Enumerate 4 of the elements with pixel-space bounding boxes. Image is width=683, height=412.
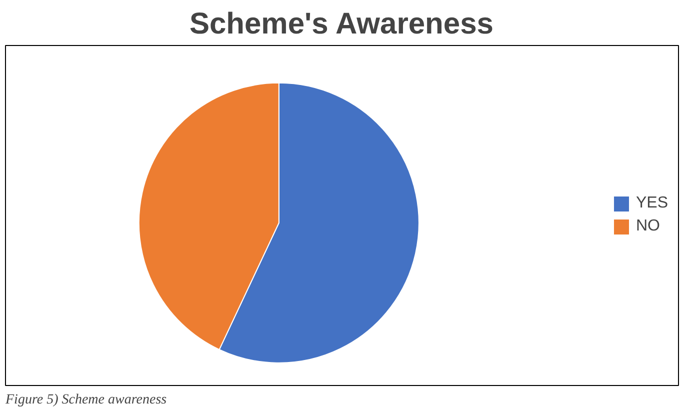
legend-label: YES — [636, 194, 668, 212]
caption: Figure 5) Scheme awareness — [4, 392, 168, 408]
chart-title: Scheme's Awareness — [189, 8, 494, 40]
legend-label: NO — [636, 218, 660, 236]
